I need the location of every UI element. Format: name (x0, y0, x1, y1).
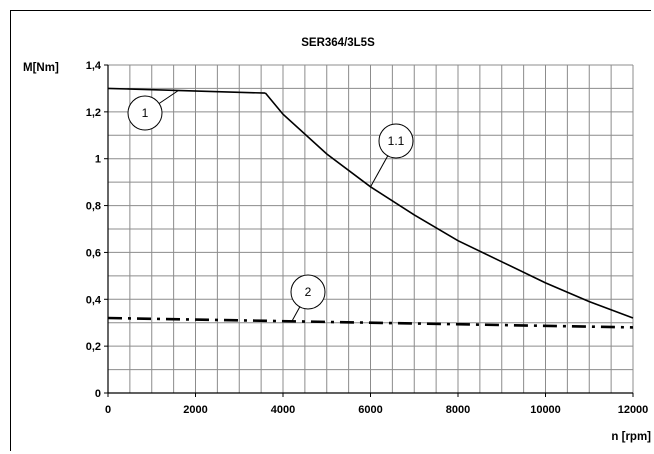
y-tick-label: 0,2 (86, 341, 101, 353)
x-tick-label: 2000 (183, 404, 207, 416)
x-tick-label: 4000 (271, 404, 295, 416)
series-line-2 (107, 316, 634, 329)
y-tick-label: 0,8 (86, 201, 101, 213)
x-tick-label: 10000 (530, 404, 561, 416)
tick-labels: 0 0,2 0,4 0,6 0,8 1 1,2 1,4 0 2000 4000 6000 8000 100… (86, 60, 649, 416)
callout-leader (370, 155, 389, 188)
y-axis-label: M[Nm] (23, 62, 59, 74)
callout-leader (158, 90, 179, 104)
chart-title: SER364/3L5S (301, 37, 375, 49)
x-tick-label: 6000 (358, 404, 382, 416)
grid (108, 64, 634, 393)
annotations: 11.12 (127, 90, 414, 322)
callout-label: 1 (142, 106, 149, 120)
series-line-1-1 (264, 92, 634, 319)
series-lines (107, 87, 634, 329)
x-tick-label: 8000 (446, 404, 470, 416)
y-tick-label: 0,6 (86, 247, 101, 259)
x-tick-label: 12000 (618, 404, 649, 416)
callout-circle (378, 123, 414, 159)
chart-frame (10, 10, 651, 451)
x-tick-label: 0 (105, 404, 111, 416)
callout-label: 1.1 (388, 134, 405, 148)
y-tick-label: 1,4 (86, 60, 102, 72)
series-line-1 (107, 87, 266, 94)
y-tick-label: 1,2 (86, 107, 101, 119)
y-tick-label: 0 (95, 388, 101, 400)
callout-circle (290, 274, 326, 310)
axes (104, 64, 634, 397)
callout-leader (291, 306, 301, 322)
callout-circle (127, 95, 163, 131)
x-axis-label: n [rpm] (611, 431, 651, 443)
callout-label: 2 (305, 285, 312, 299)
axis-labels: SER364/3L5S M[Nm] n [rpm] (23, 37, 651, 443)
y-tick-label: 0,4 (86, 294, 102, 306)
y-tick-label: 1 (95, 154, 101, 166)
